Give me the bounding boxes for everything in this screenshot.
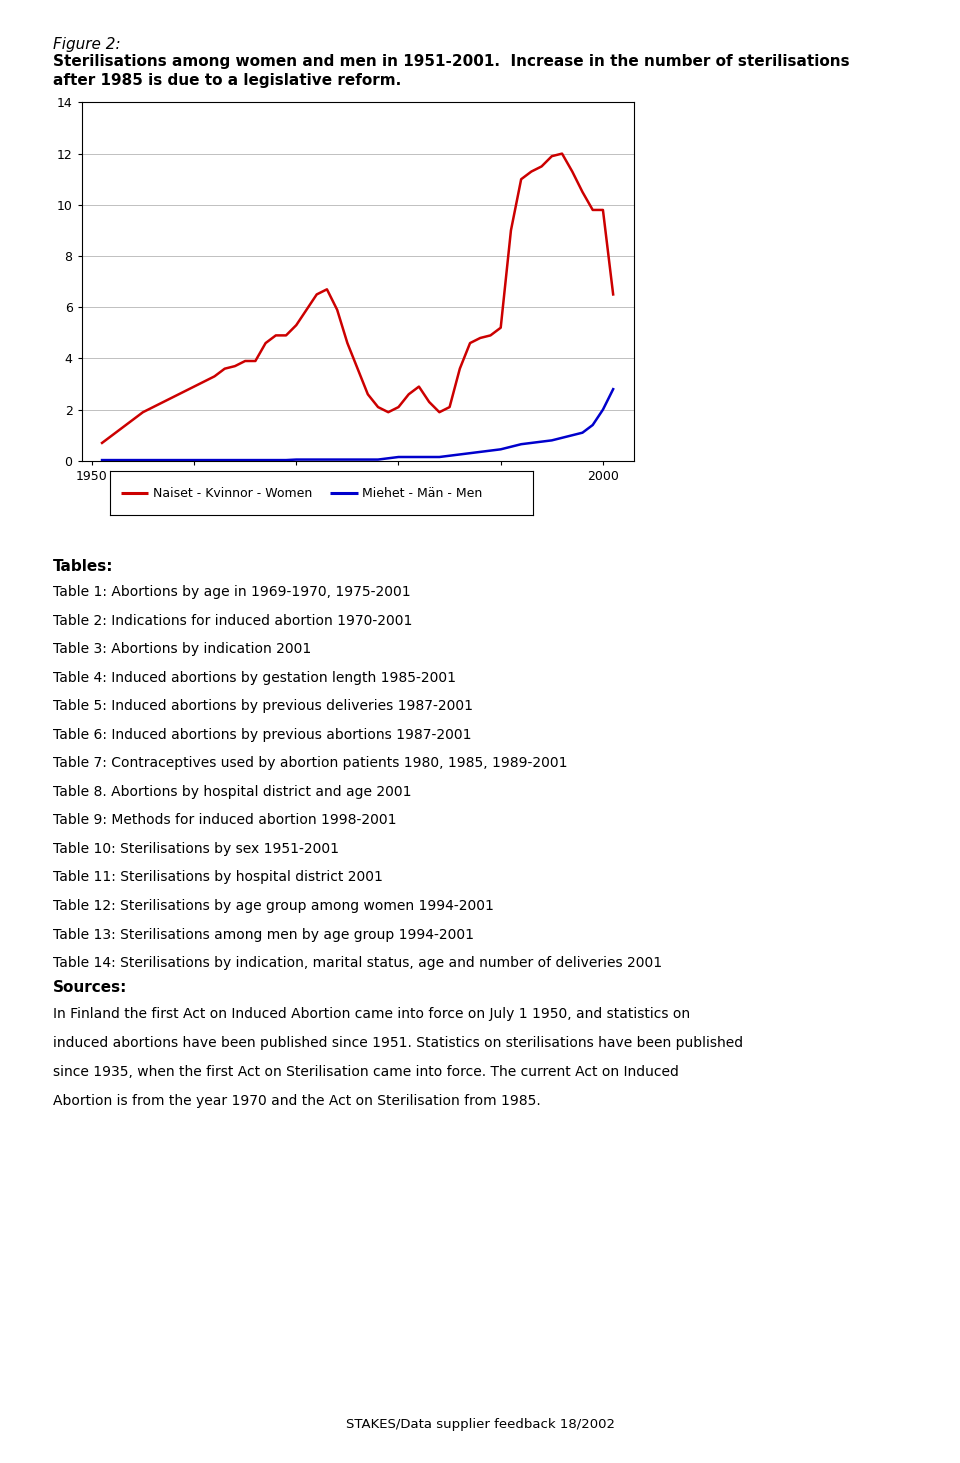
- Text: Table 1: Abortions by age in 1969-1970, 1975-2001: Table 1: Abortions by age in 1969-1970, …: [53, 585, 411, 600]
- Text: Table 3: Abortions by indication 2001: Table 3: Abortions by indication 2001: [53, 642, 311, 657]
- Text: Tables:: Tables:: [53, 559, 113, 573]
- Text: Table 4: Induced abortions by gestation length 1985-2001: Table 4: Induced abortions by gestation …: [53, 670, 456, 685]
- Text: Table 5: Induced abortions by previous deliveries 1987-2001: Table 5: Induced abortions by previous d…: [53, 699, 472, 714]
- Text: Abortion is from the year 1970 and the Act on Sterilisation from 1985.: Abortion is from the year 1970 and the A…: [53, 1094, 540, 1109]
- Text: since 1935, when the first Act on Sterilisation came into force. The current Act: since 1935, when the first Act on Steril…: [53, 1065, 679, 1080]
- Text: Table 7: Contraceptives used by abortion patients 1980, 1985, 1989-2001: Table 7: Contraceptives used by abortion…: [53, 756, 567, 771]
- Text: Table 2: Indications for induced abortion 1970-2001: Table 2: Indications for induced abortio…: [53, 613, 412, 628]
- Text: Table 13: Sterilisations among men by age group 1994-2001: Table 13: Sterilisations among men by ag…: [53, 928, 474, 942]
- Text: induced abortions have been published since 1951. Statistics on sterilisations h: induced abortions have been published si…: [53, 1036, 743, 1050]
- Text: after 1985 is due to a legislative reform.: after 1985 is due to a legislative refor…: [53, 73, 401, 88]
- Text: STAKES/Data supplier feedback 18/2002: STAKES/Data supplier feedback 18/2002: [346, 1418, 614, 1431]
- Text: Table 14: Sterilisations by indication, marital status, age and number of delive: Table 14: Sterilisations by indication, …: [53, 957, 662, 970]
- Text: Table 8. Abortions by hospital district and age 2001: Table 8. Abortions by hospital district …: [53, 784, 411, 799]
- Text: Table 12: Sterilisations by age group among women 1994-2001: Table 12: Sterilisations by age group am…: [53, 898, 493, 913]
- Text: Sterilisations among women and men in 1951-2001.  Increase in the number of ster: Sterilisations among women and men in 19…: [53, 54, 850, 69]
- Text: In Finland the first Act on Induced Abortion came into force on July 1 1950, and: In Finland the first Act on Induced Abor…: [53, 1007, 690, 1021]
- Text: Miehet - Män - Men: Miehet - Män - Men: [362, 487, 482, 499]
- Text: Table 6: Induced abortions by previous abortions 1987-2001: Table 6: Induced abortions by previous a…: [53, 729, 471, 742]
- Text: Table 9: Methods for induced abortion 1998-2001: Table 9: Methods for induced abortion 19…: [53, 813, 396, 828]
- Text: Table 10: Sterilisations by sex 1951-2001: Table 10: Sterilisations by sex 1951-200…: [53, 841, 339, 856]
- Text: Naiset - Kvinnor - Women: Naiset - Kvinnor - Women: [153, 487, 312, 499]
- Text: Table 11: Sterilisations by hospital district 2001: Table 11: Sterilisations by hospital dis…: [53, 870, 383, 885]
- Text: Figure 2:: Figure 2:: [53, 37, 120, 51]
- Text: Sources:: Sources:: [53, 980, 127, 995]
